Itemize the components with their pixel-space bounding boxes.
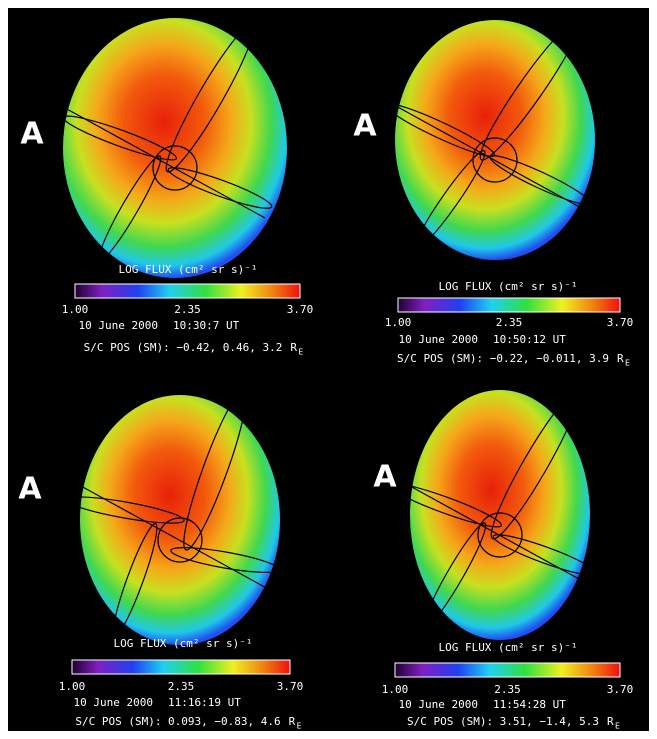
colorbar-tick-label: 1.00 <box>62 303 89 316</box>
colorbar-tick-label: 1.00 <box>59 680 86 693</box>
colorbar <box>395 663 620 677</box>
figure: A LOG FLUX (cm² sr s)⁻¹ 1.00 2.35 3.70 10 Jun… <box>0 0 657 739</box>
colorbar-title: LOG FLUX (cm² sr s)⁻¹ <box>118 263 257 276</box>
colorbar <box>398 298 620 312</box>
panel-label: A <box>373 460 397 495</box>
colorbar-title: LOG FLUX (cm² sr s)⁻¹ <box>113 637 252 650</box>
position: S/C POS (SM): −0.42, 0.46, 3.2 <box>84 341 283 354</box>
unit: R <box>289 715 296 728</box>
time: 11:54:28 UT <box>493 698 566 711</box>
flux-image <box>80 395 280 645</box>
date: 10 June 2000 <box>79 319 158 332</box>
unit: R <box>290 341 297 354</box>
time: 10:50:12 UT <box>493 333 566 346</box>
position: S/C POS (SM): 3.51, −1.4, 5.3 <box>407 715 599 728</box>
colorbar-tick-label: 2.35 <box>174 303 201 316</box>
unit-subscript: E <box>625 359 630 368</box>
colorbar-tick-label: 1.00 <box>385 316 412 329</box>
colorbar-tick-label: 2.35 <box>168 680 195 693</box>
colorbar-tick-label: 3.70 <box>607 683 634 696</box>
time: 11:16:19 UT <box>168 696 241 709</box>
colorbar-title: LOG FLUX (cm² sr s)⁻¹ <box>438 280 577 293</box>
colorbar <box>75 284 300 298</box>
unit: R <box>607 715 614 728</box>
date: 10 June 2000 <box>74 696 153 709</box>
colorbar <box>72 660 290 674</box>
date: 10 June 2000 <box>399 698 478 711</box>
time: 10:30:7 UT <box>173 319 240 332</box>
date: 10 June 2000 <box>399 333 478 346</box>
colorbar-tick-label: 2.35 <box>494 683 521 696</box>
colorbar-tick-label: 1.00 <box>382 683 409 696</box>
colorbar-tick-label: 3.70 <box>277 680 304 693</box>
unit-subscript: E <box>297 722 302 731</box>
panel-label: A <box>20 117 44 152</box>
panel-label: A <box>353 109 377 144</box>
position: S/C POS (SM): 0.093, −0.83, 4.6 <box>75 715 280 728</box>
colorbar-title: LOG FLUX (cm² sr s)⁻¹ <box>438 641 577 654</box>
unit-subscript: E <box>298 348 303 357</box>
colorbar-tick-label: 3.70 <box>287 303 314 316</box>
flux-image <box>63 18 287 278</box>
colorbar-tick-label: 2.35 <box>496 316 523 329</box>
flux-image <box>410 390 590 640</box>
colorbar-tick-label: 3.70 <box>607 316 634 329</box>
unit-subscript: E <box>615 722 620 731</box>
unit: R <box>617 352 624 365</box>
position: S/C POS (SM): −0.22, −0.011, 3.9 <box>397 352 609 365</box>
panel-label: A <box>18 472 42 507</box>
